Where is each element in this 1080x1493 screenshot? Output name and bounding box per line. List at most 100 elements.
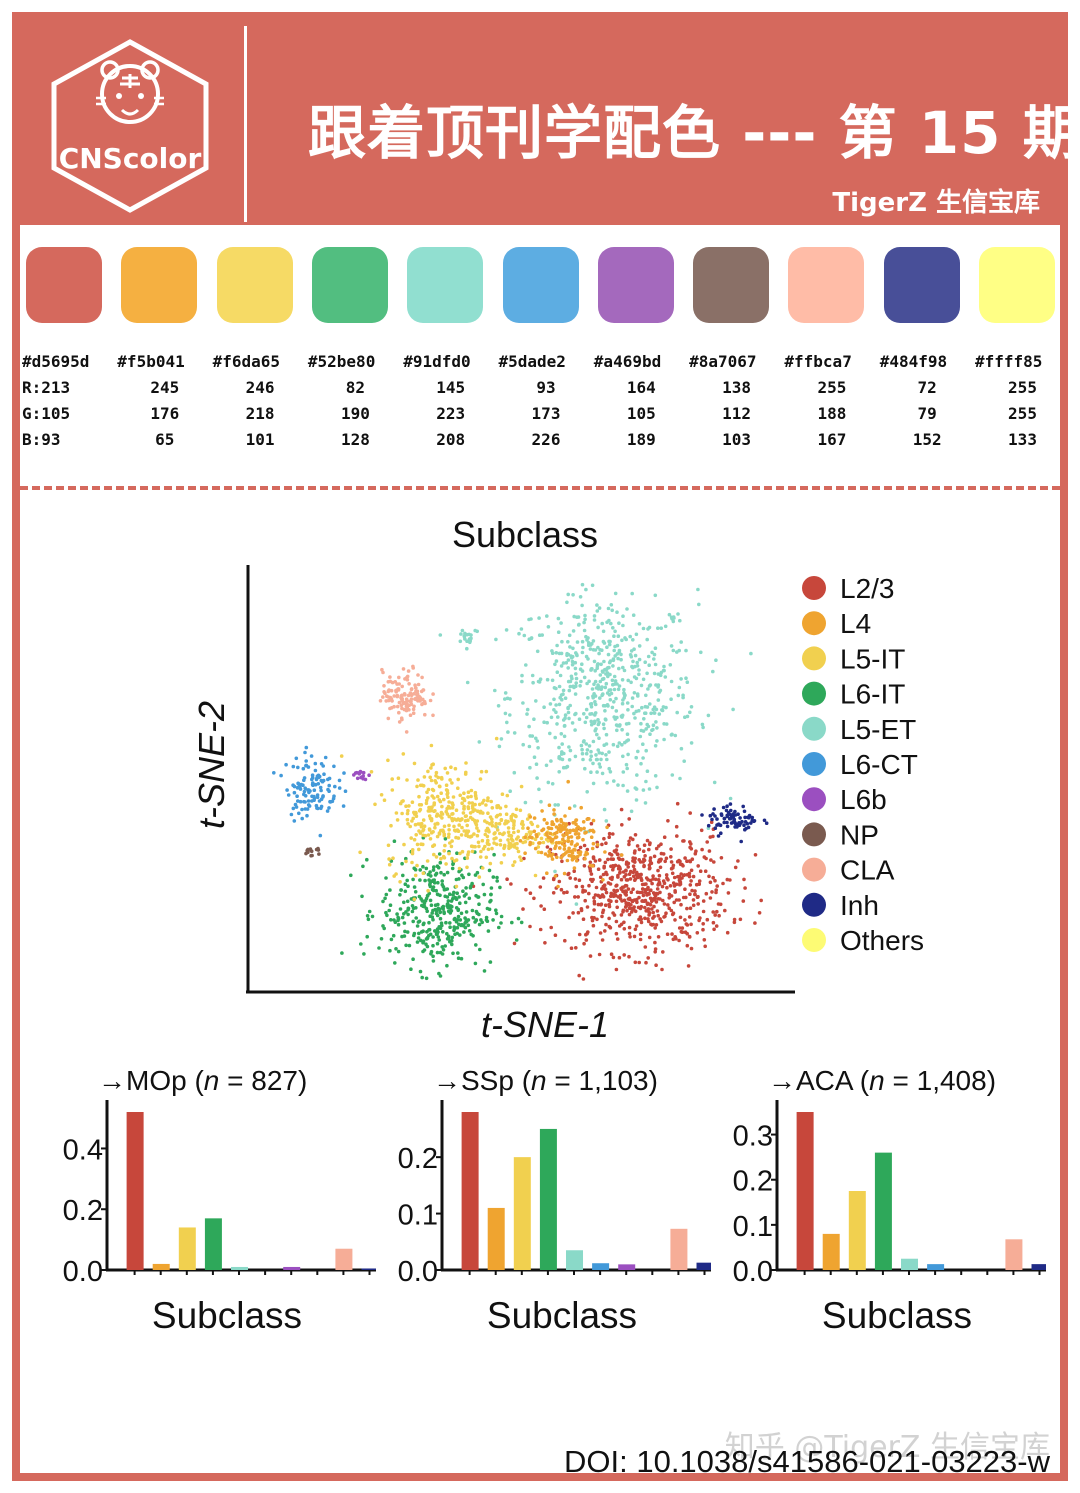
tsne-point (404, 697, 409, 701)
tsne-point (567, 633, 572, 638)
tsne-point (728, 802, 733, 806)
tsne-point (653, 947, 658, 951)
tsne-point (566, 652, 571, 657)
tsne-point (565, 600, 569, 605)
tsne-point (640, 890, 644, 895)
tsne-point (632, 675, 637, 679)
tsne-point (450, 935, 455, 940)
tsne-point (358, 769, 363, 774)
tsne-point (634, 632, 639, 637)
tsne-point (414, 916, 418, 920)
tsne-point (738, 917, 743, 922)
tsne-point (435, 794, 440, 799)
tsne-point (369, 770, 374, 774)
tsne-point (583, 766, 587, 771)
tsne-point (729, 821, 734, 825)
tsne-point (384, 876, 388, 880)
tsne-point (584, 938, 589, 942)
tsne-point (583, 898, 587, 903)
color-r-value: 255 (1008, 378, 1037, 397)
tsne-point (571, 828, 576, 832)
tsne-point (466, 790, 471, 794)
tsne-point (528, 924, 532, 929)
tsne-point (686, 964, 691, 968)
tsne-point (598, 696, 602, 700)
tsne-point (407, 703, 411, 707)
color-values: #d5695d R:213 G:105 B:93 (22, 349, 117, 453)
tsne-point (538, 677, 543, 681)
tsne-point (360, 894, 364, 899)
tsne-point (418, 868, 422, 872)
tsne-point (608, 876, 613, 881)
color-r-value: 72 (917, 378, 937, 397)
tsne-point (373, 802, 377, 807)
tsne-point (593, 859, 598, 863)
tsne-point (361, 770, 366, 775)
tsne-point (469, 844, 474, 848)
tsne-point (621, 910, 625, 914)
tsne-point (462, 791, 466, 795)
tsne-point (601, 722, 606, 726)
tsne-point (483, 819, 487, 823)
tsne-point (423, 712, 427, 717)
tsne-point (688, 840, 692, 844)
tsne-point (454, 835, 458, 840)
tsne-point (510, 818, 514, 823)
tsne-point (429, 903, 434, 907)
tsne-point (725, 877, 730, 882)
tsne-point (447, 823, 451, 828)
tsne-point (574, 946, 578, 950)
tsne-point (382, 926, 386, 931)
tsne-point (415, 842, 420, 847)
tsne-point (388, 903, 393, 907)
tsne-point (416, 673, 420, 677)
tsne-point (555, 722, 559, 726)
tsne-point (566, 779, 570, 784)
tsne-point (588, 702, 593, 706)
tsne-point (629, 680, 633, 685)
tsne-point (595, 842, 600, 847)
tsne-point (463, 631, 467, 636)
tsne-point (598, 858, 602, 862)
tsne-point (639, 761, 643, 766)
tsne-point (424, 798, 429, 803)
tsne-point (574, 902, 579, 906)
tsne-point (643, 945, 648, 949)
tsne-point (669, 644, 674, 648)
tsne-point (557, 879, 562, 884)
tsne-point (396, 687, 400, 691)
tsne-point (520, 679, 524, 684)
tsne-point (432, 796, 436, 800)
tsne-point (431, 713, 435, 718)
tsne-point (661, 705, 666, 709)
tsne-point (449, 899, 454, 903)
tsne-point (459, 956, 464, 961)
tsne-point (516, 849, 521, 854)
tsne-point (573, 877, 578, 881)
tsne-point (595, 732, 599, 737)
tsne-point (556, 827, 561, 831)
tsne-point (457, 922, 461, 927)
tsne-point (693, 892, 697, 897)
rgb-label-b: B: (22, 430, 42, 449)
legend-marker (802, 576, 826, 600)
tsne-point (464, 886, 468, 890)
bar (461, 1112, 479, 1270)
tsne-point (603, 860, 608, 865)
tsne-point (458, 793, 463, 798)
tsne-point (634, 798, 639, 802)
tsne-point (596, 718, 600, 722)
tsne-point (291, 764, 296, 769)
tsne-point (457, 866, 462, 871)
tsne-point (574, 818, 578, 822)
tsne-point (615, 715, 619, 720)
tsne-point (710, 817, 714, 822)
tsne-point (633, 860, 637, 864)
tsne-point (647, 863, 652, 867)
tsne-point (647, 910, 651, 914)
tsne-point (423, 833, 428, 838)
tsne-point (417, 822, 422, 826)
tsne-point (713, 826, 718, 830)
tsne-point (705, 917, 710, 922)
tsne-point (703, 944, 707, 949)
